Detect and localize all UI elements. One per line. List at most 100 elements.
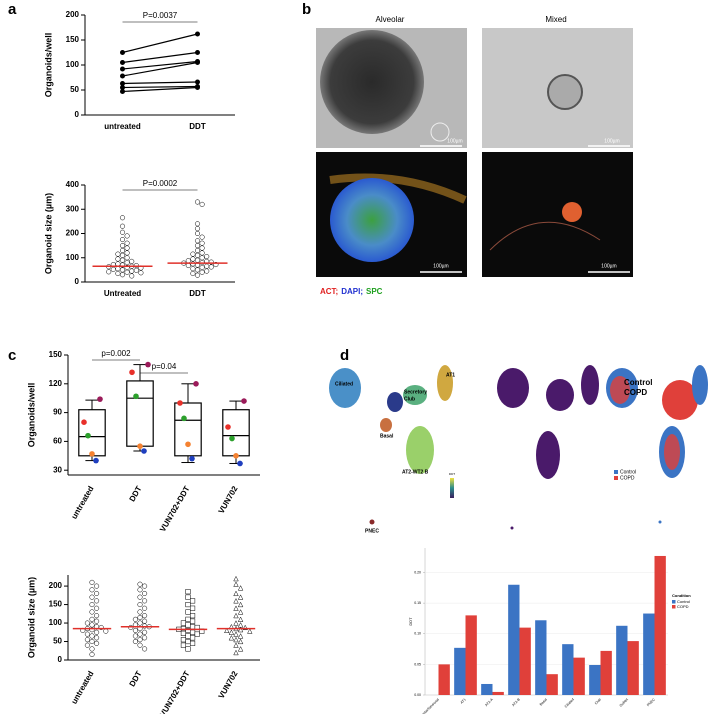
point: [84, 642, 90, 648]
y-tick-label: 100: [49, 618, 63, 627]
p-value: p=0.04: [152, 362, 177, 371]
colorbar-title: DDT: [449, 472, 455, 476]
micrograph: 100µm: [482, 152, 633, 277]
point: [195, 85, 200, 90]
point: [185, 638, 191, 645]
point: [119, 229, 126, 235]
y-tick-label: 0: [75, 110, 80, 119]
legend-label: COPD: [620, 475, 635, 481]
y-tick-label: 60: [53, 437, 62, 446]
point: [89, 651, 95, 658]
x-tick-label: VUN702+DDT: [158, 484, 192, 533]
point: [181, 415, 187, 422]
point: [132, 633, 138, 639]
point: [237, 638, 244, 645]
bar: [562, 644, 574, 695]
point: [142, 605, 148, 611]
point: [190, 640, 196, 646]
pair-line: [122, 33, 198, 54]
point: [124, 240, 130, 246]
cluster-label: AT2-WT2 B: [402, 469, 429, 475]
point: [132, 627, 138, 633]
point: [120, 89, 125, 94]
point: [194, 221, 201, 227]
point: [189, 455, 195, 462]
point: [94, 605, 100, 611]
point: [129, 369, 135, 376]
point: [120, 85, 125, 90]
point: [124, 245, 130, 251]
y-tick-label: 0.05: [414, 662, 421, 666]
point: [124, 233, 130, 239]
point: [204, 268, 210, 274]
point: [138, 270, 144, 276]
pair-line: [122, 51, 198, 64]
x-tick-label: Untreated: [104, 289, 141, 298]
point: [237, 585, 244, 591]
legend-swatch: [672, 605, 676, 609]
point: [199, 255, 205, 261]
point: [190, 598, 196, 604]
y-tick-label: 400: [66, 180, 80, 189]
point: [89, 451, 95, 457]
point: [180, 630, 186, 636]
point: [137, 587, 143, 593]
point: [142, 613, 148, 619]
point: [228, 629, 235, 635]
scale-bar: 100µm: [601, 263, 616, 269]
p-value: P=0.0037: [143, 11, 178, 20]
x-tick-label: Basal: [539, 697, 548, 706]
point: [93, 457, 99, 464]
point: [233, 598, 239, 604]
y-tick-label: 150: [66, 35, 80, 44]
point: [195, 31, 200, 37]
point: [94, 629, 100, 635]
scale-bar: 100µm: [447, 138, 462, 144]
micrograph: 100µm: [482, 28, 633, 148]
point: [185, 646, 191, 652]
pair-line: [122, 86, 198, 93]
point: [195, 79, 200, 85]
legend-label: COPD: [677, 604, 689, 609]
box: [78, 409, 106, 457]
point: [247, 628, 253, 634]
point: [233, 605, 239, 611]
point: [228, 634, 235, 641]
panel-label: c: [8, 347, 16, 364]
point: [120, 66, 125, 72]
point: [194, 631, 200, 637]
x-tick-label: untreated: [70, 484, 96, 520]
point: [89, 616, 95, 622]
point: [237, 646, 244, 652]
stain-label: DAPI;: [341, 287, 363, 296]
point: [194, 199, 201, 205]
point: [194, 247, 201, 254]
x-tick-label: Alveolar/Neuronal: [417, 697, 440, 714]
point: [194, 243, 201, 249]
point: [119, 272, 126, 278]
x-tick-label: Goblet: [619, 698, 629, 708]
point: [199, 264, 205, 271]
point: [97, 396, 103, 402]
point: [94, 618, 100, 624]
point: [115, 256, 121, 262]
point: [137, 614, 143, 621]
umap: Ciliated Secretory Club AT1 Basal AT2-WT…: [329, 365, 455, 534]
point: [137, 602, 143, 608]
point: [103, 628, 109, 634]
point: [129, 258, 135, 264]
y-tick-label: 50: [70, 85, 79, 94]
x-tick-label: VUN702: [217, 669, 240, 700]
point: [190, 251, 196, 257]
cluster-label: Ciliated: [335, 381, 353, 387]
bar: [492, 691, 504, 695]
umap: [497, 365, 599, 530]
point: [142, 583, 148, 589]
point: [115, 251, 121, 257]
point: [124, 269, 130, 275]
point: [190, 629, 196, 635]
pair-line: [122, 60, 198, 70]
point: [142, 646, 148, 652]
point: [185, 622, 191, 628]
